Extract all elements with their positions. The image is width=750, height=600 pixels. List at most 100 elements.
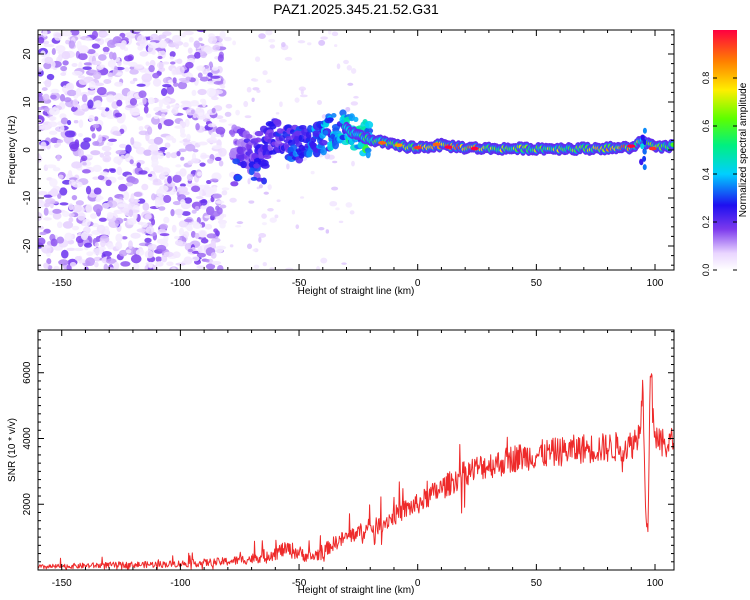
noise-blob	[68, 217, 74, 223]
track-hotspot	[378, 141, 387, 145]
snr-y-tick-label: 2000	[22, 493, 33, 516]
track-segment	[642, 155, 647, 162]
noise-blob	[100, 240, 106, 248]
noise-blob	[114, 217, 124, 225]
noise-blob	[199, 76, 209, 82]
noise-blob	[116, 166, 123, 176]
noise-blob	[129, 159, 134, 165]
spectrogram-x-tick-label: -150	[52, 278, 72, 289]
noise-blob	[47, 121, 58, 128]
colorbar-tick-label: 0.8	[701, 72, 711, 85]
noise-blob	[266, 79, 272, 84]
noise-blob	[81, 169, 91, 174]
noise-blob	[258, 33, 266, 39]
noise-blob	[156, 244, 167, 252]
noise-blob	[341, 262, 347, 265]
noise-blob	[70, 30, 80, 36]
noise-blob	[212, 193, 223, 199]
noise-blob	[156, 62, 165, 69]
noise-blob	[262, 261, 267, 267]
noise-blob	[118, 183, 128, 192]
noise-blob	[95, 197, 101, 202]
noise-blob	[163, 216, 170, 224]
noise-blob	[253, 264, 260, 269]
noise-blob	[261, 213, 267, 219]
colorbar-tick-label: 0.4	[701, 168, 711, 181]
noise-blob	[104, 107, 110, 112]
noise-blob	[92, 141, 100, 146]
noise-blob	[156, 188, 164, 197]
noise-blob	[62, 221, 74, 229]
noise-blob	[39, 124, 51, 131]
noise-blob	[182, 30, 194, 36]
spectrogram-y-tick-label: 0	[22, 147, 33, 153]
noise-blob	[138, 170, 148, 175]
noise-blob	[88, 114, 95, 122]
noise-blob	[196, 65, 206, 71]
noise-blob	[38, 212, 43, 221]
noise-blob	[205, 259, 210, 263]
noise-blob	[71, 194, 78, 201]
noise-blob	[138, 125, 144, 131]
noise-blob	[101, 251, 112, 257]
noise-blob	[125, 144, 132, 154]
noise-blob	[103, 79, 112, 84]
noise-blob	[77, 212, 86, 221]
noise-blob	[343, 59, 349, 65]
noise-blob	[59, 202, 69, 206]
noise-blob	[223, 36, 232, 42]
noise-blob	[92, 248, 103, 256]
noise-blob	[334, 44, 338, 48]
snr-y-tick-label: 4000	[22, 427, 33, 450]
noise-blob	[195, 123, 200, 131]
noise-blob	[133, 30, 145, 33]
noise-blob	[220, 84, 226, 89]
snr-x-tick-label: 50	[531, 578, 543, 589]
spectrogram-y-tick-label: -20	[22, 238, 33, 253]
noise-blob	[60, 65, 68, 72]
noise-blob	[94, 38, 101, 42]
track-segment	[640, 134, 645, 141]
spectrogram-x-tick-label: -100	[170, 278, 190, 289]
noise-blob	[187, 248, 193, 253]
spectrogram-x-tick-label: 50	[531, 278, 543, 289]
noise-blob	[247, 178, 251, 185]
noise-blob	[134, 141, 142, 148]
snr-x-tick-label: -100	[170, 578, 190, 589]
noise-blob	[97, 106, 106, 111]
noise-blob	[256, 89, 261, 93]
noise-blob	[236, 221, 244, 225]
noise-blob	[145, 113, 152, 118]
noise-blob	[200, 198, 208, 206]
noise-blob	[222, 213, 227, 218]
noise-blob	[72, 98, 79, 108]
noise-blob	[175, 164, 182, 168]
noise-blob	[150, 150, 159, 156]
noise-blob	[200, 205, 208, 210]
track-segment	[253, 163, 260, 169]
noise-blob	[92, 71, 102, 80]
noise-blob	[181, 211, 191, 217]
noise-blob	[69, 177, 78, 181]
noise-blob	[350, 101, 359, 106]
noise-blob	[210, 240, 216, 249]
noise-blob	[329, 200, 338, 207]
noise-blob	[65, 39, 70, 45]
noise-blob	[44, 44, 55, 48]
noise-blob	[331, 31, 339, 37]
noise-blob	[187, 47, 193, 54]
noise-blob	[69, 262, 77, 267]
noise-blob	[42, 93, 50, 101]
noise-blob	[91, 30, 99, 39]
noise-blob	[62, 60, 69, 66]
noise-blob	[107, 72, 114, 77]
noise-blob	[147, 173, 153, 177]
noise-blob	[165, 135, 174, 141]
noise-blob	[162, 61, 170, 65]
noise-blob	[43, 194, 53, 198]
noise-blob	[82, 218, 91, 227]
noise-blob	[144, 250, 154, 259]
colorbar-gradient	[713, 30, 737, 270]
noise-blob	[86, 251, 94, 257]
noise-blob	[87, 99, 94, 109]
